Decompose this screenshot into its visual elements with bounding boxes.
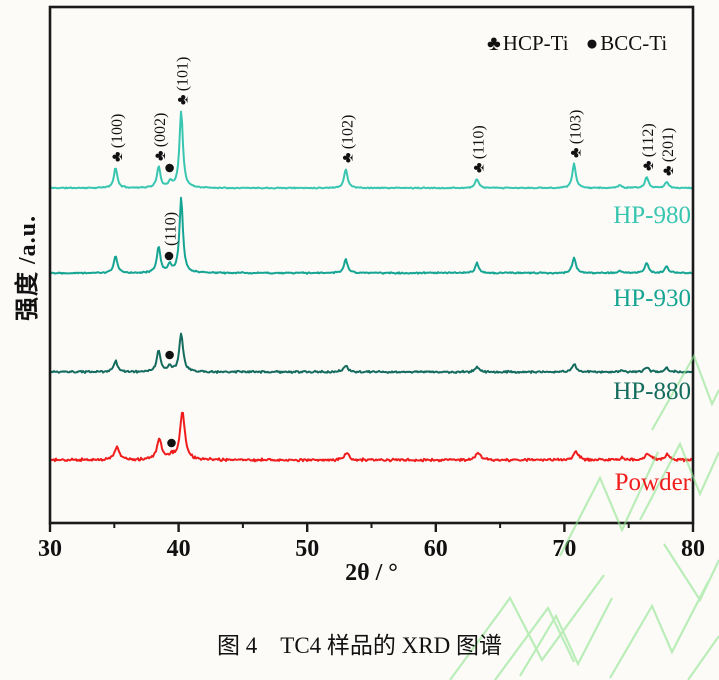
legend-label-bcc: BCC-Ti (600, 31, 668, 55)
bcc-marker-dot (164, 251, 174, 261)
bcc-marker-dot (165, 350, 174, 360)
club-icon: ♣ (487, 31, 501, 55)
legend-label-hcp: HCP-Ti (502, 31, 569, 55)
peak-label-(103): ♣ (103) (568, 110, 585, 158)
legend: ♣HCP-Ti ●BCC-Ti (487, 31, 667, 56)
x-tick-label: 50 (295, 536, 319, 562)
trace-HP-880 (49, 332, 694, 374)
peak-label-(101): ♣ (101) (175, 57, 192, 105)
trace-label-hp880: HP-880 (613, 378, 691, 405)
y-axis-label: 强度 /a.u. (15, 215, 41, 322)
peak-label-(110): ♣ (110) (471, 125, 488, 173)
bcc-marker-dot (165, 163, 174, 173)
peak-label-(002): ♣ (002) (152, 113, 169, 161)
x-axis-label: 2θ / ° (345, 560, 398, 586)
trace-label-hp930: HP-930 (613, 285, 691, 312)
trace-label-hp980: HP-980 (613, 202, 691, 229)
peak-label-(201): ♣ (201) (660, 128, 677, 176)
trace-Powder (49, 411, 694, 463)
plot-content: 30 40 50 60 70 80♣ (100) ♣ (002)♣ (101)♣ (102)… (38, 57, 705, 562)
trace-HP-930 (49, 196, 694, 275)
peak-label-(102): ♣ (102) (339, 115, 356, 163)
legend-item-bcc: ●BCC-Ti (586, 31, 668, 56)
trace-label-powder: Powder (614, 469, 691, 496)
peak-label-(100): ♣ (100) (109, 114, 126, 162)
plot-border (48, 5, 695, 525)
bcc-marker-dot (167, 438, 176, 448)
figure-caption: 图 4 TC4 样品的 XRD 图谱 (217, 633, 502, 658)
legend-item-hcp: ♣HCP-Ti (487, 31, 569, 56)
x-tick-label: 60 (424, 536, 448, 562)
x-tick-label: 80 (681, 536, 705, 562)
peak-label-(112): ♣ (112) (640, 123, 657, 171)
watermark-pattern (449, 353, 719, 680)
bcc-peak-label: (110) (163, 212, 180, 246)
x-tick-label: 40 (167, 536, 191, 562)
dot-icon: ● (585, 31, 599, 55)
trace-HP-980 (49, 110, 694, 190)
x-tick-label: 30 (38, 536, 62, 562)
